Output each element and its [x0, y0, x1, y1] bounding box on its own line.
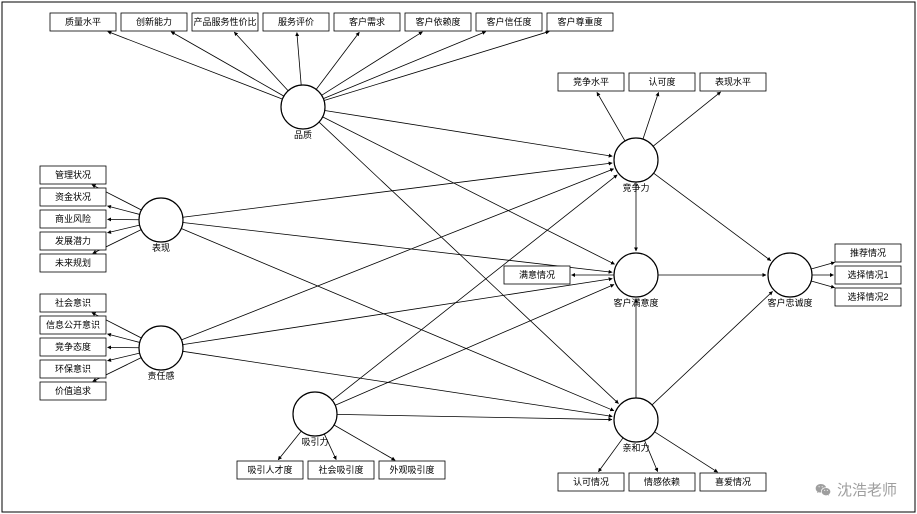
latent-label: 责任感	[147, 370, 174, 381]
indicator-label: 服务评价	[278, 16, 314, 27]
latent-label: 竞争力	[622, 182, 649, 193]
edge	[811, 281, 834, 288]
edge	[297, 32, 301, 85]
indicator-label: 管理状况	[55, 169, 91, 180]
edge	[325, 110, 613, 156]
latent-node	[614, 398, 658, 442]
latent-node	[614, 138, 658, 182]
indicator-label: 认可情况	[573, 476, 609, 487]
edge	[181, 169, 613, 340]
indicator-label: 外观吸引度	[389, 464, 434, 475]
edge	[652, 291, 773, 404]
watermark: 沈浩老师	[815, 479, 897, 500]
edge	[107, 206, 139, 214]
indicator-label: 客户尊重度	[557, 16, 602, 27]
indicator-label: 信息公开意识	[46, 319, 100, 330]
edge	[597, 92, 625, 141]
indicator-label: 商业风险	[55, 213, 91, 224]
latent-node	[614, 253, 658, 297]
edge	[598, 438, 623, 472]
edge	[643, 92, 659, 139]
edge	[324, 31, 549, 100]
edge	[183, 351, 613, 416]
latent-label: 客户忠诚度	[767, 297, 812, 308]
structural-edges	[181, 110, 772, 419]
indicator-label: 喜爱情况	[715, 476, 751, 487]
latent-node	[281, 85, 325, 129]
edge	[107, 353, 139, 361]
edge	[108, 32, 283, 100]
indicator-label: 社会吸引度	[318, 464, 363, 475]
indicator-label: 竞争态度	[55, 341, 91, 352]
indicator-label: 未来规划	[55, 257, 91, 268]
latent-label: 客户满意度	[613, 297, 658, 308]
edge	[316, 32, 359, 89]
edge	[323, 32, 485, 99]
edge	[323, 117, 615, 264]
wechat-icon	[815, 482, 831, 498]
edge	[654, 173, 771, 260]
indicator-label: 质量水平	[65, 16, 101, 27]
edge	[332, 175, 617, 400]
indicator-label: 创新能力	[136, 16, 172, 27]
edge	[234, 32, 288, 91]
indicator-label: 发展潜力	[55, 235, 91, 246]
latent-label: 品质	[294, 129, 312, 140]
edge	[811, 262, 834, 269]
latent-label: 表现	[152, 242, 170, 253]
indicator-label: 环保意识	[55, 363, 91, 374]
edge	[171, 32, 284, 96]
edge	[107, 334, 139, 342]
latent-node	[139, 198, 183, 242]
indicator-label: 价值追求	[55, 385, 91, 396]
edge	[655, 432, 718, 472]
indicator-label: 选择情况1	[847, 269, 888, 280]
indicator-label: 推荐情况	[850, 247, 886, 258]
measurement-edges	[92, 31, 835, 472]
indicator-label: 客户信任度	[486, 16, 531, 27]
latent-node	[293, 392, 337, 436]
sem-diagram: 质量水平 创新能力 产品服务性价比 服务评价 客户需求 客户依赖度 客户信任度 客户尊重度管理…	[0, 0, 917, 514]
latent-label: 亲和力	[622, 442, 649, 453]
watermark-text: 沈浩老师	[837, 479, 897, 500]
indicator-label: 表现水平	[715, 76, 751, 87]
indicator-label: 产品服务性价比	[193, 16, 256, 27]
edge	[653, 92, 720, 146]
latent-node	[768, 253, 812, 297]
latent-label: 吸引力	[301, 436, 328, 447]
indicator-label: 社会意识	[55, 297, 91, 308]
edge	[183, 279, 613, 345]
edge	[278, 431, 301, 460]
indicator-label: 吸引人才度	[247, 464, 292, 475]
edge	[183, 163, 612, 217]
indicator-label: 竞争水平	[573, 76, 609, 87]
latent-node	[139, 326, 183, 370]
edge	[335, 285, 614, 406]
edge	[181, 229, 614, 411]
edge	[337, 414, 612, 419]
indicator-label: 选择情况2	[847, 291, 888, 302]
indicator-label: 客户依赖度	[415, 16, 460, 27]
edge	[107, 225, 139, 233]
indicator-label: 客户需求	[349, 16, 385, 27]
edge	[319, 122, 618, 403]
indicator-label: 满意情况	[519, 269, 555, 280]
indicator-label: 情感依赖	[644, 476, 680, 487]
indicator-label: 资金状况	[55, 191, 91, 202]
indicator-label: 认可度	[648, 76, 675, 87]
edge	[334, 425, 395, 460]
